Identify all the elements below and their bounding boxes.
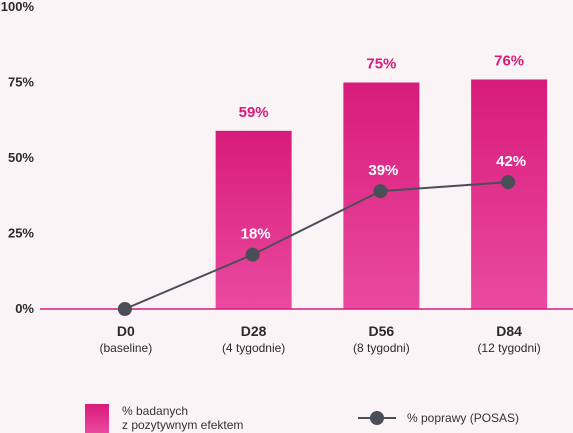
y-axis: 0% 25% 50% 75% 100% [1,0,35,316]
legend-bar-label-line2: z pozytywnym efektem [122,418,243,432]
line-path [124,181,509,310]
y-tick-label: 75% [8,75,34,90]
line-value-label: 42% [496,153,526,170]
line-point [373,184,388,199]
x-category-label: D84 [496,323,522,339]
x-category-sublabel: (4 tygodnie) [222,341,285,355]
y-tick-label: 25% [8,226,34,241]
y-tick-label: 50% [8,150,34,165]
line-point [117,302,132,316]
x-category-label: D56 [369,323,395,339]
bar-value-label: 76% [494,52,524,69]
bar-value-label: 75% [366,56,396,73]
y-tick-label: 100% [1,0,35,14]
line-point [245,247,260,262]
legend-bar-swatch [85,404,109,433]
bars: 59% 75% 76% [215,52,548,309]
bar [215,130,292,309]
line-series: 18% 39% 42% [117,153,526,316]
line-value-label: 39% [368,162,398,179]
line-point [501,175,516,190]
x-category-sublabel: (baseline) [100,341,153,355]
x-category-label: D28 [241,323,267,339]
legend: % badanych z pozytywnym efektem % popraw… [85,404,519,433]
x-category-sublabel: (12 tygodni) [477,341,540,355]
bar [471,79,548,309]
bar-value-label: 59% [239,104,269,121]
legend-line-label: % poprawy (POSAS) [407,411,519,425]
legend-bar-label-line1: % badanych [122,404,188,418]
x-category-sublabel: (8 tygodni) [353,341,410,355]
x-axis: D0 (baseline) D28 (4 tygodnie) D56 (8 tygodni… [100,323,541,355]
line-value-label: 18% [241,226,271,243]
legend-line-marker [370,411,384,425]
x-category-label: D0 [117,323,135,339]
y-tick-label: 0% [15,301,34,316]
